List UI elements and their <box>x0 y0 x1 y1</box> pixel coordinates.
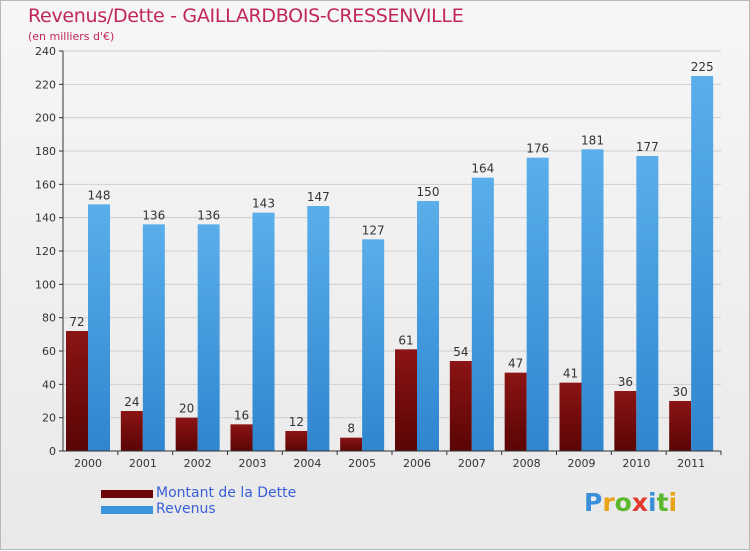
legend-label-revenus: Revenus <box>156 501 216 517</box>
data-label-dette: 36 <box>618 375 633 389</box>
data-label-revenus: 177 <box>636 140 659 154</box>
bar-revenus <box>88 204 110 451</box>
bar-revenus <box>307 206 330 451</box>
logo-letter: t <box>656 488 669 517</box>
data-label-dette: 72 <box>69 315 84 329</box>
bar-dette <box>285 431 308 451</box>
data-label-dette: 12 <box>289 415 304 429</box>
x-tick-label: 2000 <box>74 457 102 470</box>
bar-revenus <box>252 212 275 451</box>
data-label-revenus: 150 <box>417 185 440 199</box>
data-label-revenus: 136 <box>197 208 220 222</box>
y-tick-label: 100 <box>35 278 56 291</box>
y-tick-label: 200 <box>35 112 56 125</box>
y-tick-label: 0 <box>49 445 56 458</box>
data-label-revenus: 147 <box>307 190 330 204</box>
legend-swatch-revenus <box>101 506 153 514</box>
x-tick-label: 2008 <box>513 457 541 470</box>
x-tick-label: 2010 <box>622 457 650 470</box>
chart-subtitle: (en milliers d'€) <box>28 30 115 43</box>
bar-revenus <box>691 76 714 451</box>
bar-dette <box>504 372 527 451</box>
data-label-revenus: 127 <box>362 223 385 237</box>
logo-letter: i <box>668 488 678 517</box>
data-label-revenus: 164 <box>471 162 494 176</box>
y-tick-label: 80 <box>42 312 56 325</box>
x-tick-label: 2009 <box>568 457 596 470</box>
bar-dette <box>230 424 253 451</box>
x-tick-label: 2001 <box>129 457 157 470</box>
bar-dette <box>120 411 143 451</box>
x-tick-label: 2004 <box>293 457 321 470</box>
bar-dette <box>340 437 363 451</box>
logo-letter: r <box>602 488 615 517</box>
data-label-revenus: 181 <box>581 133 604 147</box>
bar-dette <box>614 391 637 451</box>
legend-swatch-dette <box>101 490 153 498</box>
bar-revenus <box>142 224 165 451</box>
data-label-revenus: 143 <box>252 197 275 211</box>
legend-label-dette: Montant de la Dette <box>156 485 297 501</box>
logo-letter: i <box>648 488 657 517</box>
bar-revenus <box>197 224 220 451</box>
y-tick-label: 120 <box>35 245 56 258</box>
y-tick-label: 20 <box>42 412 56 425</box>
y-tick-label: 40 <box>42 378 56 391</box>
x-tick-label: 2006 <box>403 457 431 470</box>
bar-revenus <box>581 149 604 452</box>
bar-dette <box>559 382 582 451</box>
x-tick-label: 2003 <box>239 457 267 470</box>
data-label-dette: 41 <box>563 367 578 381</box>
data-label-dette: 8 <box>347 422 355 436</box>
proxiti-logo: Proxiti <box>584 488 677 517</box>
data-label-revenus: 176 <box>526 142 549 156</box>
bar-revenus <box>417 201 439 451</box>
data-label-dette: 30 <box>673 385 688 399</box>
y-tick-label: 220 <box>35 78 56 91</box>
data-label-dette: 54 <box>453 345 468 359</box>
bar-revenus <box>471 177 494 451</box>
bar-dette <box>66 331 88 451</box>
x-tick-label: 2007 <box>458 457 486 470</box>
bar-dette <box>669 401 692 451</box>
logo-letter: o <box>614 488 632 517</box>
data-label-dette: 47 <box>508 357 523 371</box>
bar-revenus <box>636 156 659 451</box>
bar-revenus <box>362 239 385 451</box>
data-label-dette: 24 <box>124 395 139 409</box>
data-label-dette: 61 <box>398 333 413 347</box>
x-tick-label: 2011 <box>677 457 705 470</box>
data-label-revenus: 225 <box>691 60 714 74</box>
y-tick-label: 60 <box>42 345 56 358</box>
x-tick-label: 2002 <box>184 457 212 470</box>
y-tick-label: 180 <box>35 145 56 158</box>
data-label-dette: 16 <box>234 408 249 422</box>
y-tick-label: 240 <box>35 45 56 58</box>
bar-revenus <box>526 157 549 451</box>
data-label-revenus: 148 <box>88 188 111 202</box>
bar-dette <box>175 417 198 451</box>
x-tick-label: 2005 <box>348 457 376 470</box>
bar-dette <box>449 361 472 451</box>
y-tick-label: 140 <box>35 212 56 225</box>
logo-letter: P <box>584 488 603 517</box>
logo-letter: x <box>631 488 648 517</box>
y-tick-label: 160 <box>35 178 56 191</box>
bar-dette <box>395 349 417 451</box>
chart-title: Revenus/Dette - GAILLARDBOIS-CRESSENVILL… <box>28 5 464 27</box>
data-label-dette: 20 <box>179 402 194 416</box>
data-label-revenus: 136 <box>142 208 165 222</box>
